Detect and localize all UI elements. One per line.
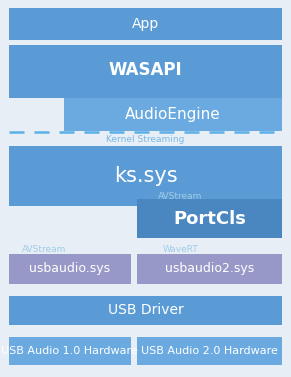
FancyBboxPatch shape xyxy=(9,8,282,40)
Text: USB Audio 1.0 Hardware: USB Audio 1.0 Hardware xyxy=(1,346,138,356)
FancyBboxPatch shape xyxy=(137,199,282,238)
FancyBboxPatch shape xyxy=(9,199,282,206)
FancyBboxPatch shape xyxy=(64,98,282,131)
FancyBboxPatch shape xyxy=(9,45,282,94)
Text: usbaudio2.sys: usbaudio2.sys xyxy=(165,262,254,275)
Text: USB Driver: USB Driver xyxy=(108,303,183,317)
FancyBboxPatch shape xyxy=(137,254,282,284)
FancyBboxPatch shape xyxy=(9,254,131,284)
Text: AVStream: AVStream xyxy=(22,245,66,254)
FancyBboxPatch shape xyxy=(9,94,282,98)
Text: usbaudio.sys: usbaudio.sys xyxy=(29,262,110,275)
Text: AVStream: AVStream xyxy=(158,192,203,201)
Text: Kernel Streaming: Kernel Streaming xyxy=(106,135,185,144)
Text: App: App xyxy=(132,17,159,31)
FancyBboxPatch shape xyxy=(9,337,131,365)
Text: WASAPI: WASAPI xyxy=(109,61,182,78)
FancyBboxPatch shape xyxy=(9,146,282,206)
Text: AudioEngine: AudioEngine xyxy=(125,107,221,122)
Text: ks.sys: ks.sys xyxy=(114,166,177,186)
Text: WaveRT: WaveRT xyxy=(163,245,198,254)
Text: USB Audio 2.0 Hardware: USB Audio 2.0 Hardware xyxy=(141,346,278,356)
Text: PortCls: PortCls xyxy=(173,210,246,228)
FancyBboxPatch shape xyxy=(9,296,282,325)
FancyBboxPatch shape xyxy=(137,337,282,365)
